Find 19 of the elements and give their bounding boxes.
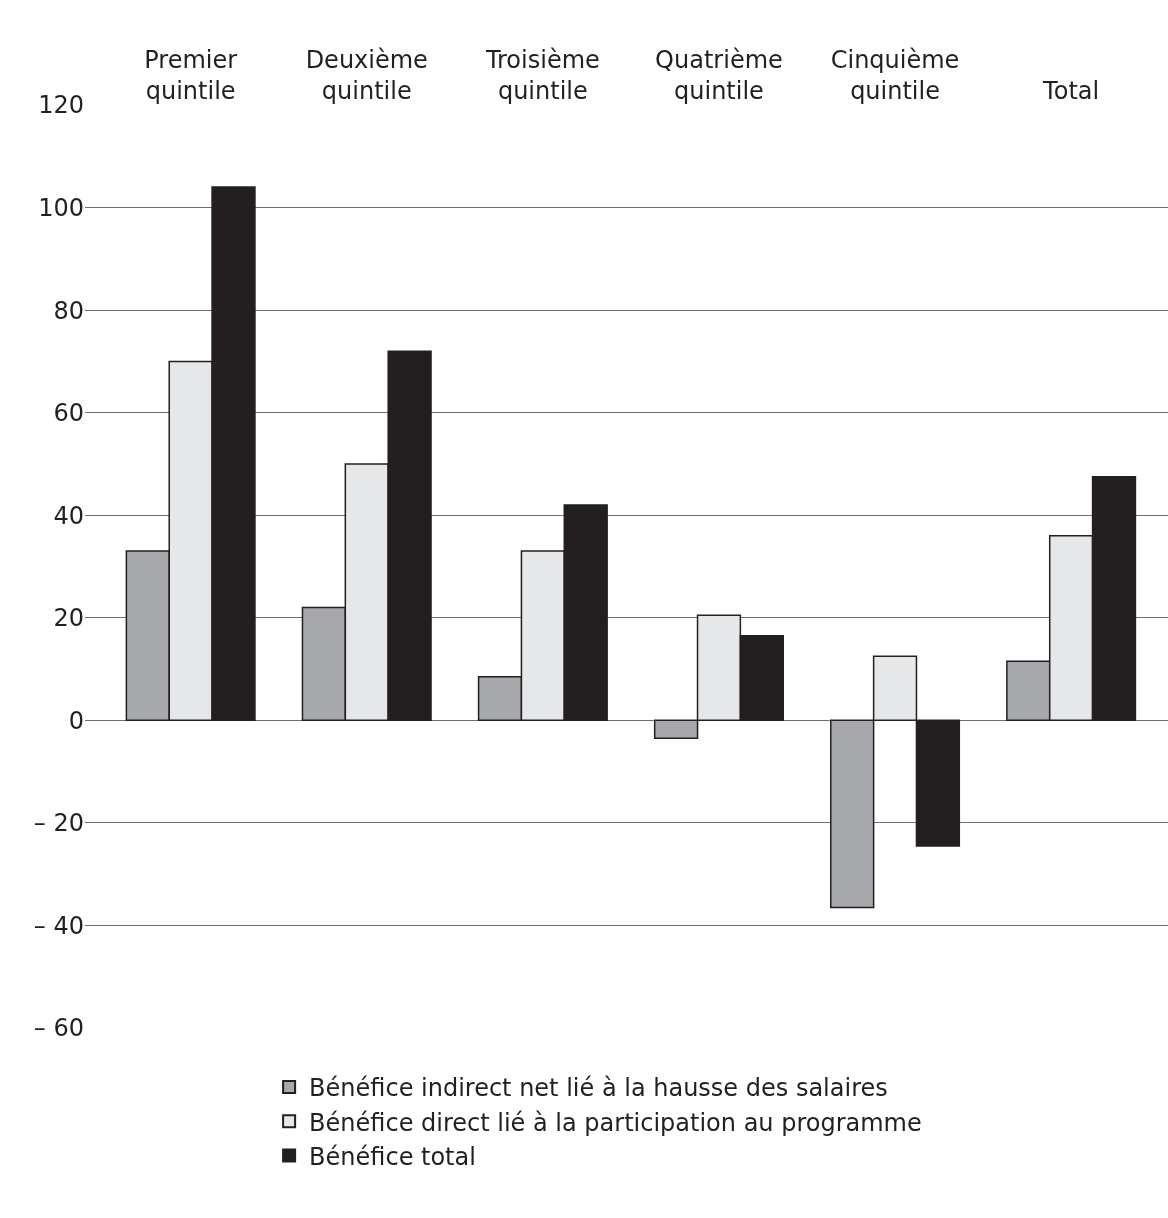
y-tick-label: – 60 bbox=[33, 1014, 84, 1043]
x-tick-label: Total bbox=[1042, 77, 1100, 106]
x-tick-label: Premier quintile bbox=[144, 46, 238, 106]
y-tick-label: 20 bbox=[53, 604, 84, 633]
legend-label: Bénéfice indirect net lié à la hausse des salaires bbox=[309, 1074, 888, 1103]
y-tick-label: 100 bbox=[38, 193, 84, 222]
y-tick-label: – 40 bbox=[33, 911, 84, 940]
legend-label: Bénéfice direct lié à la participation au programme bbox=[309, 1108, 922, 1137]
x-tick-label: Quatrième quintile bbox=[655, 46, 783, 106]
y-tick-label: 60 bbox=[53, 399, 84, 428]
legend-label: Bénéfice total bbox=[309, 1142, 476, 1171]
y-tick-label: – 20 bbox=[33, 809, 84, 838]
x-tick-label: Troisième quintile bbox=[484, 46, 600, 106]
y-tick-label: 0 bbox=[68, 706, 84, 735]
y-tick-label: 120 bbox=[38, 91, 84, 120]
y-tick-label: 40 bbox=[53, 501, 84, 530]
x-tick-label: Deuxième quintile bbox=[305, 46, 428, 106]
y-tick-label: 80 bbox=[53, 296, 84, 325]
x-tick-label: Cinquième quintile bbox=[830, 46, 960, 106]
